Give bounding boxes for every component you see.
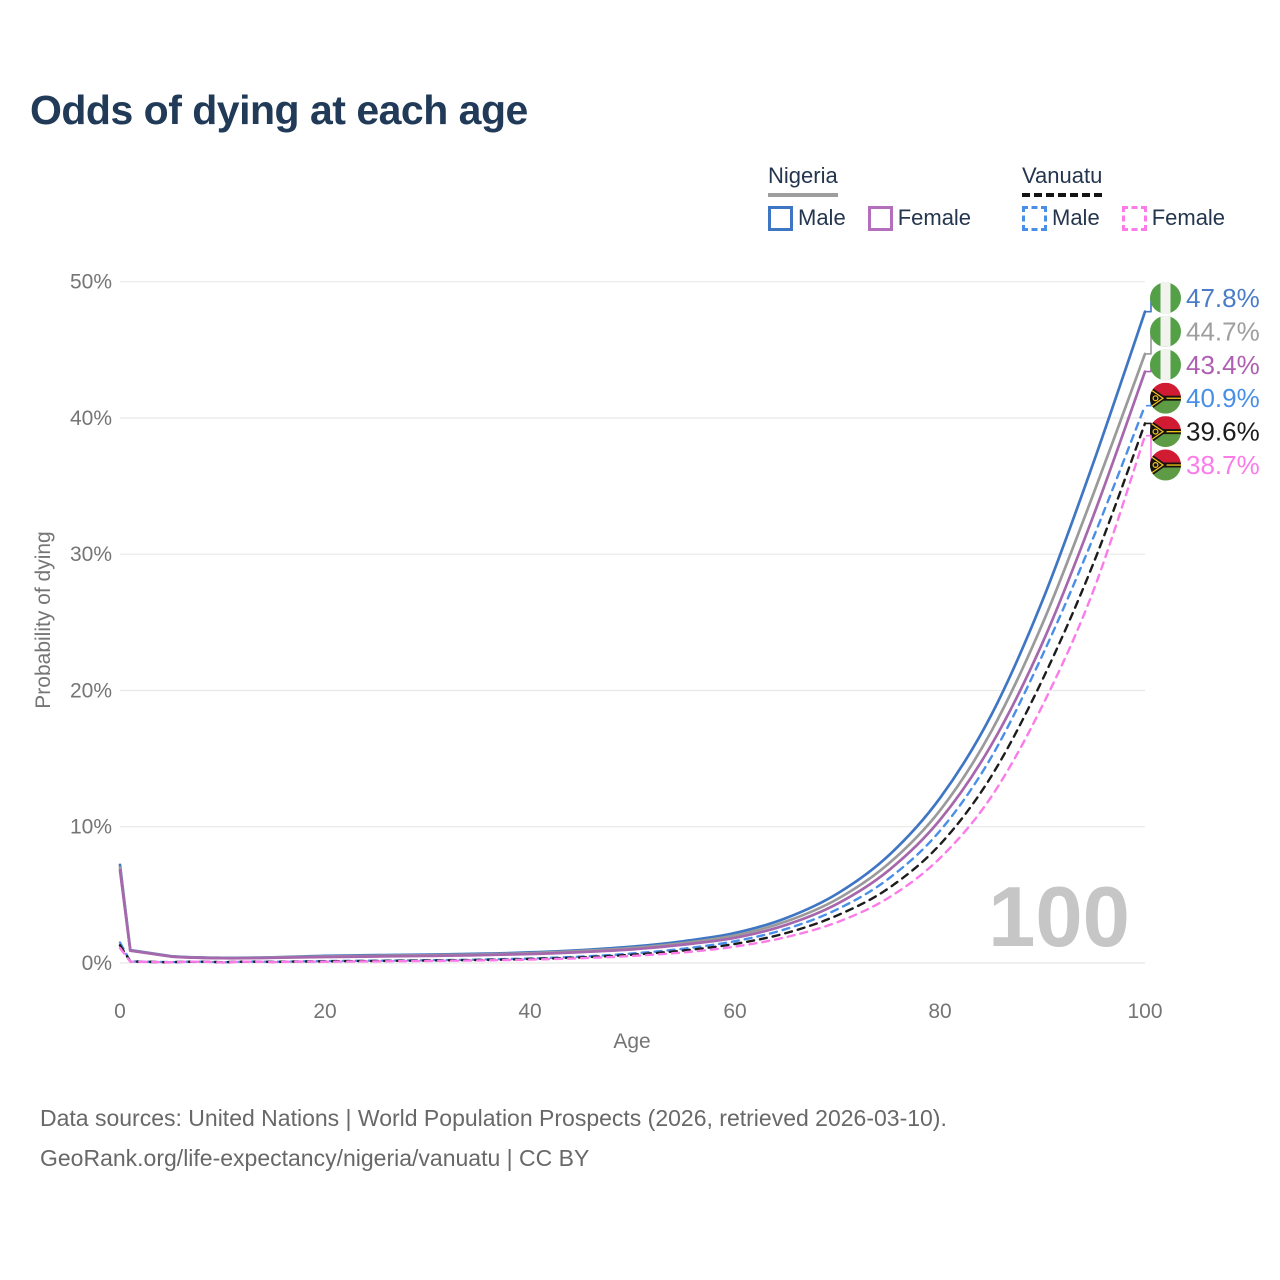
x-tick-40: 40 (518, 1000, 541, 1023)
legend-country-vanuatu[interactable]: Vanuatu (1022, 163, 1103, 197)
legend-country-nigeria[interactable]: Nigeria (768, 163, 838, 197)
x-tick-80: 80 (928, 1000, 951, 1023)
legend-group-vanuatu: Vanuatu Male Female (1022, 163, 1225, 231)
x-tick-100: 100 (1127, 1000, 1162, 1023)
y-tick-0: 0% (82, 952, 112, 975)
flag-nigeria-icon (1150, 315, 1181, 347)
page-title: Odds of dying at each age (30, 87, 528, 133)
watermark-max-age: 100 (988, 870, 1130, 965)
y-tick-10: 10% (70, 816, 112, 839)
y-tick-40: 40% (70, 407, 112, 430)
footer-data-sources: Data sources: United Nations | World Pop… (40, 1105, 947, 1131)
vanuatu-female-swatch-icon (1121, 205, 1147, 231)
line-vanuatu-female[interactable] (118, 434, 1147, 964)
flag-vanuatu-icon (1150, 449, 1181, 481)
line-nigeria-total[interactable] (118, 352, 1147, 960)
x-tick-0: 0 (114, 1000, 126, 1023)
legend-item-vanuatu-female[interactable]: Female (1121, 205, 1226, 231)
flag-nigeria-icon (1150, 282, 1181, 314)
end-label-nigeria-female: 43.4% (1186, 350, 1260, 380)
end-label-vanuatu-total: 39.6% (1186, 417, 1260, 447)
flag-vanuatu-icon (1150, 382, 1181, 414)
y-tick-30: 30% (70, 543, 112, 566)
y-tick-20: 20% (70, 680, 112, 703)
x-tick-60: 60 (723, 1000, 746, 1023)
y-axis-title: Probability of dying (32, 531, 55, 709)
legend-item-vanuatu-male[interactable]: Male (1022, 205, 1100, 231)
x-axis-title: Age (613, 1030, 651, 1053)
vanuatu-male-swatch-icon (1022, 205, 1047, 231)
x-tick-20: 20 (313, 1000, 336, 1023)
legend-item-nigeria-female[interactable]: Female (867, 205, 972, 231)
flag-vanuatu-icon (1150, 416, 1181, 448)
nigeria-male-swatch-icon (768, 205, 793, 231)
end-label-vanuatu-male: 40.9% (1186, 383, 1260, 413)
line-nigeria-female[interactable] (118, 370, 1147, 960)
legend-label-vanuatu-male: Male (1052, 205, 1100, 230)
end-label-nigeria-male: 47.8% (1186, 283, 1260, 313)
flag-nigeria-icon (1150, 349, 1181, 381)
legend-item-nigeria-male[interactable]: Male (768, 205, 846, 231)
legend-label-nigeria-female: Female (897, 205, 972, 230)
y-tick-50: 50% (70, 271, 112, 294)
nigeria-female-swatch-icon (867, 205, 893, 231)
footer: Data sources: United Nations | World Pop… (40, 1098, 947, 1178)
end-label-nigeria-total: 44.7% (1186, 316, 1260, 346)
legend-group-nigeria: Nigeria Male Female (768, 163, 971, 231)
line-nigeria-male[interactable] (118, 310, 1147, 960)
end-label-vanuatu-female: 38.7% (1186, 450, 1260, 480)
legend-label-vanuatu-female: Female (1151, 205, 1226, 230)
legend-label-nigeria-male: Male (798, 205, 846, 230)
footer-attribution: GeoRank.org/life-expectancy/nigeria/vanu… (40, 1145, 590, 1171)
